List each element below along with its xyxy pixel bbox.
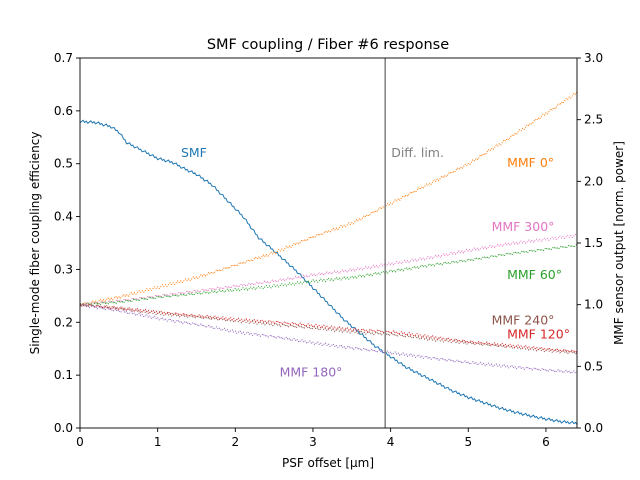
y-left-tick-label: 0.5 (54, 157, 73, 171)
y-right-tick-label: 1.5 (584, 236, 603, 250)
y-left-tick-label: 0.6 (54, 104, 73, 118)
plot-area (79, 58, 578, 428)
series-label-smf: SMF (181, 145, 207, 160)
series-line-mmf-0deg (79, 91, 578, 307)
x-tick-label: 5 (464, 435, 472, 449)
x-tick-label: 6 (542, 435, 550, 449)
x-axis-label: PSF offset [μm] (282, 456, 374, 470)
x-tick-label: 2 (231, 435, 239, 449)
y-left-tick-label: 0.0 (54, 421, 73, 435)
y-right-tick-label: 0.0 (584, 421, 603, 435)
x-tick-label: 0 (76, 435, 84, 449)
x-tick-label: 1 (154, 435, 162, 449)
y-left-tick-label: 0.3 (54, 262, 73, 276)
series-label-mmf-300deg: MMF 300° (492, 219, 555, 234)
y-left-tick-label: 0.7 (54, 51, 73, 65)
series-labels: SMF MMF 0° MMF 300° MMF 60° MMF 240°MMF 120°… (181, 145, 570, 379)
series-label-mmf-60deg: MMF 60° (507, 267, 562, 282)
y-axis-right-label: MMF sensor output [norm. power] (612, 141, 626, 345)
series-label-mmf-0deg: MMF 0° (507, 155, 554, 170)
series-label-mmf-240deg: MMF 240° (492, 313, 555, 328)
axes: 0 1 2 3 4 5 6 0.0 0.1 0.2 0.3 0.4 0.5 0.6 0.7 0.0 0.5 1.0… (54, 51, 603, 449)
series-line-mmf-240deg (79, 302, 578, 355)
series-label-mmf-120deg: MMF 120° (507, 326, 570, 341)
series-line-smf (79, 119, 578, 425)
y-left-tick-label: 0.2 (54, 315, 73, 329)
series-line-mmf-180deg (79, 303, 578, 375)
series-line-mmf-120deg (79, 302, 578, 354)
y-right-tick-label: 2.5 (584, 113, 603, 127)
x-tick-label: 3 (309, 435, 317, 449)
y-right-tick-label: 1.0 (584, 298, 603, 312)
diffraction-limit-label: Diff. lim. (391, 145, 444, 160)
y-left-tick-label: 0.1 (54, 368, 73, 382)
x-tick-label: 4 (387, 435, 395, 449)
y-right-tick-label: 3.0 (584, 51, 603, 65)
y-right-tick-label: 2.0 (584, 174, 603, 188)
series-line-mmf-60deg (79, 243, 578, 307)
chart-title: SMF coupling / Fiber #6 response (207, 37, 449, 53)
y-axis-left-label: Single-mode fiber coupling efficiency (28, 132, 42, 355)
y-right-tick-label: 0.5 (584, 359, 603, 373)
series-label-mmf-180deg: MMF 180° (280, 365, 343, 380)
series-line-mmf-300deg (79, 233, 578, 307)
y-left-tick-label: 0.4 (54, 210, 73, 224)
